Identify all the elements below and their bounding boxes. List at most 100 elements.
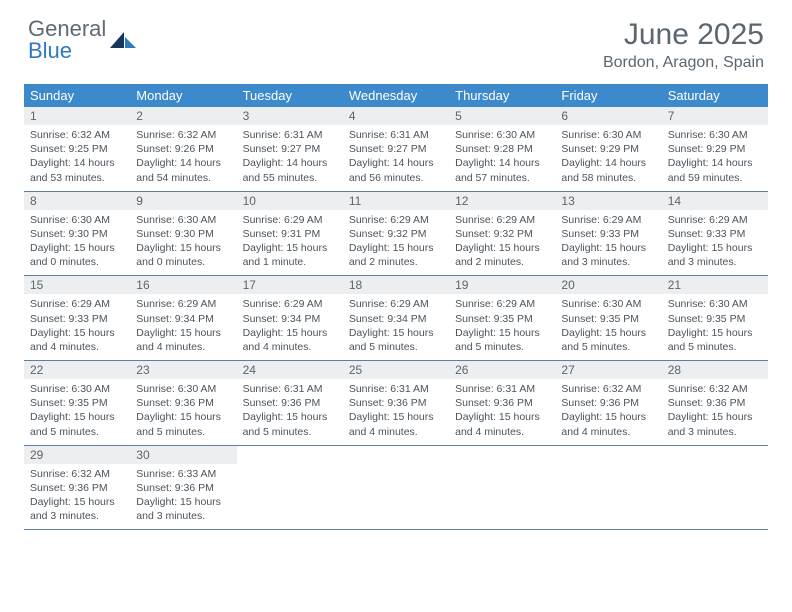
day-details: Sunrise: 6:29 AMSunset: 9:32 PMDaylight:…	[343, 210, 449, 270]
day2-line: and 3 minutes.	[561, 255, 655, 269]
day-details: Sunrise: 6:32 AMSunset: 9:36 PMDaylight:…	[662, 379, 768, 439]
day1-line: Daylight: 15 hours	[349, 410, 443, 424]
day-number: 20	[561, 278, 655, 292]
sunset-line: Sunset: 9:30 PM	[136, 227, 230, 241]
day-cell: 27Sunrise: 6:32 AMSunset: 9:36 PMDayligh…	[555, 361, 661, 445]
sunrise-line: Sunrise: 6:33 AM	[136, 467, 230, 481]
day1-line: Daylight: 15 hours	[455, 326, 549, 340]
day-cell: 24Sunrise: 6:31 AMSunset: 9:36 PMDayligh…	[237, 361, 343, 445]
day2-line: and 3 minutes.	[668, 425, 762, 439]
sunrise-line: Sunrise: 6:31 AM	[349, 382, 443, 396]
day-details: Sunrise: 6:29 AMSunset: 9:31 PMDaylight:…	[237, 210, 343, 270]
day1-line: Daylight: 15 hours	[455, 241, 549, 255]
day2-line: and 55 minutes.	[243, 171, 337, 185]
weekday-header: Thursday	[449, 84, 555, 107]
sunrise-line: Sunrise: 6:31 AM	[243, 128, 337, 142]
day-details: Sunrise: 6:31 AMSunset: 9:36 PMDaylight:…	[237, 379, 343, 439]
day-details: Sunrise: 6:29 AMSunset: 9:32 PMDaylight:…	[449, 210, 555, 270]
sunrise-line: Sunrise: 6:32 AM	[30, 467, 124, 481]
day2-line: and 0 minutes.	[30, 255, 124, 269]
day1-line: Daylight: 15 hours	[349, 326, 443, 340]
week-row: 15Sunrise: 6:29 AMSunset: 9:33 PMDayligh…	[24, 276, 768, 361]
day2-line: and 59 minutes.	[668, 171, 762, 185]
day-number: 6	[561, 109, 655, 123]
day-number: 5	[455, 109, 549, 123]
day-number-bar: 15	[24, 276, 130, 294]
sunrise-line: Sunrise: 6:29 AM	[136, 297, 230, 311]
day2-line: and 3 minutes.	[668, 255, 762, 269]
day-cell	[555, 446, 661, 530]
day-number-bar: 25	[343, 361, 449, 379]
sunrise-line: Sunrise: 6:31 AM	[349, 128, 443, 142]
day-number: 9	[136, 194, 230, 208]
day1-line: Daylight: 15 hours	[561, 326, 655, 340]
day-details: Sunrise: 6:31 AMSunset: 9:36 PMDaylight:…	[343, 379, 449, 439]
page-title: June 2025	[603, 18, 764, 52]
sunrise-line: Sunrise: 6:30 AM	[668, 128, 762, 142]
day-details: Sunrise: 6:30 AMSunset: 9:35 PMDaylight:…	[555, 294, 661, 354]
day-cell: 22Sunrise: 6:30 AMSunset: 9:35 PMDayligh…	[24, 361, 130, 445]
day-details: Sunrise: 6:30 AMSunset: 9:35 PMDaylight:…	[662, 294, 768, 354]
sunset-line: Sunset: 9:31 PM	[243, 227, 337, 241]
day-details: Sunrise: 6:32 AMSunset: 9:26 PMDaylight:…	[130, 125, 236, 185]
day-cell: 5Sunrise: 6:30 AMSunset: 9:28 PMDaylight…	[449, 107, 555, 191]
day2-line: and 57 minutes.	[455, 171, 549, 185]
sunset-line: Sunset: 9:32 PM	[349, 227, 443, 241]
day-number-bar: 22	[24, 361, 130, 379]
day-number-bar: 5	[449, 107, 555, 125]
sunset-line: Sunset: 9:33 PM	[668, 227, 762, 241]
day-number: 2	[136, 109, 230, 123]
day-number-bar: 11	[343, 192, 449, 210]
day-cell: 16Sunrise: 6:29 AMSunset: 9:34 PMDayligh…	[130, 276, 236, 360]
week-row: 22Sunrise: 6:30 AMSunset: 9:35 PMDayligh…	[24, 361, 768, 446]
day2-line: and 3 minutes.	[30, 509, 124, 523]
brand-triangle-icon	[110, 30, 136, 50]
day-number-bar: 17	[237, 276, 343, 294]
day-details: Sunrise: 6:29 AMSunset: 9:33 PMDaylight:…	[555, 210, 661, 270]
day2-line: and 5 minutes.	[349, 340, 443, 354]
day-details: Sunrise: 6:29 AMSunset: 9:34 PMDaylight:…	[237, 294, 343, 354]
week-row: 8Sunrise: 6:30 AMSunset: 9:30 PMDaylight…	[24, 192, 768, 277]
day-details: Sunrise: 6:29 AMSunset: 9:35 PMDaylight:…	[449, 294, 555, 354]
day-number-bar: 18	[343, 276, 449, 294]
day1-line: Daylight: 14 hours	[136, 156, 230, 170]
day-cell: 17Sunrise: 6:29 AMSunset: 9:34 PMDayligh…	[237, 276, 343, 360]
day-details: Sunrise: 6:31 AMSunset: 9:36 PMDaylight:…	[449, 379, 555, 439]
weekday-header: Tuesday	[237, 84, 343, 107]
weekday-header: Saturday	[662, 84, 768, 107]
day-cell: 30Sunrise: 6:33 AMSunset: 9:36 PMDayligh…	[130, 446, 236, 530]
day-details: Sunrise: 6:29 AMSunset: 9:34 PMDaylight:…	[343, 294, 449, 354]
day-cell: 28Sunrise: 6:32 AMSunset: 9:36 PMDayligh…	[662, 361, 768, 445]
day-cell: 26 Sunrise: 6:31 AMSunset: 9:36 PMDayligh…	[449, 361, 555, 445]
brand-logo: General Blue	[28, 18, 136, 62]
day-number-bar: 4	[343, 107, 449, 125]
day-number-bar: 3	[237, 107, 343, 125]
sunset-line: Sunset: 9:29 PM	[668, 142, 762, 156]
sunrise-line: Sunrise: 6:32 AM	[561, 382, 655, 396]
day-number: 10	[243, 194, 337, 208]
sunrise-line: Sunrise: 6:29 AM	[349, 297, 443, 311]
day-details: Sunrise: 6:33 AMSunset: 9:36 PMDaylight:…	[130, 464, 236, 524]
day2-line: and 53 minutes.	[30, 171, 124, 185]
sunrise-line: Sunrise: 6:30 AM	[136, 382, 230, 396]
day-details: Sunrise: 6:30 AMSunset: 9:35 PMDaylight:…	[24, 379, 130, 439]
day1-line: Daylight: 15 hours	[455, 410, 549, 424]
day-number: 14	[668, 194, 762, 208]
day1-line: Daylight: 15 hours	[30, 326, 124, 340]
sunset-line: Sunset: 9:28 PM	[455, 142, 549, 156]
day2-line: and 4 minutes.	[136, 340, 230, 354]
day-cell: 9Sunrise: 6:30 AMSunset: 9:30 PMDaylight…	[130, 192, 236, 276]
day2-line: and 58 minutes.	[561, 171, 655, 185]
day-cell: 6Sunrise: 6:30 AMSunset: 9:29 PMDaylight…	[555, 107, 661, 191]
day1-line: Daylight: 14 hours	[30, 156, 124, 170]
day1-line: Daylight: 15 hours	[668, 241, 762, 255]
day1-line: Daylight: 14 hours	[349, 156, 443, 170]
day-number: 12	[455, 194, 549, 208]
day-number: 26	[455, 363, 549, 377]
day2-line: and 5 minutes.	[30, 425, 124, 439]
day1-line: Daylight: 15 hours	[668, 410, 762, 424]
sunset-line: Sunset: 9:36 PM	[455, 396, 549, 410]
sunrise-line: Sunrise: 6:29 AM	[455, 297, 549, 311]
sunrise-line: Sunrise: 6:31 AM	[455, 382, 549, 396]
day-cell: 19Sunrise: 6:29 AMSunset: 9:35 PMDayligh…	[449, 276, 555, 360]
